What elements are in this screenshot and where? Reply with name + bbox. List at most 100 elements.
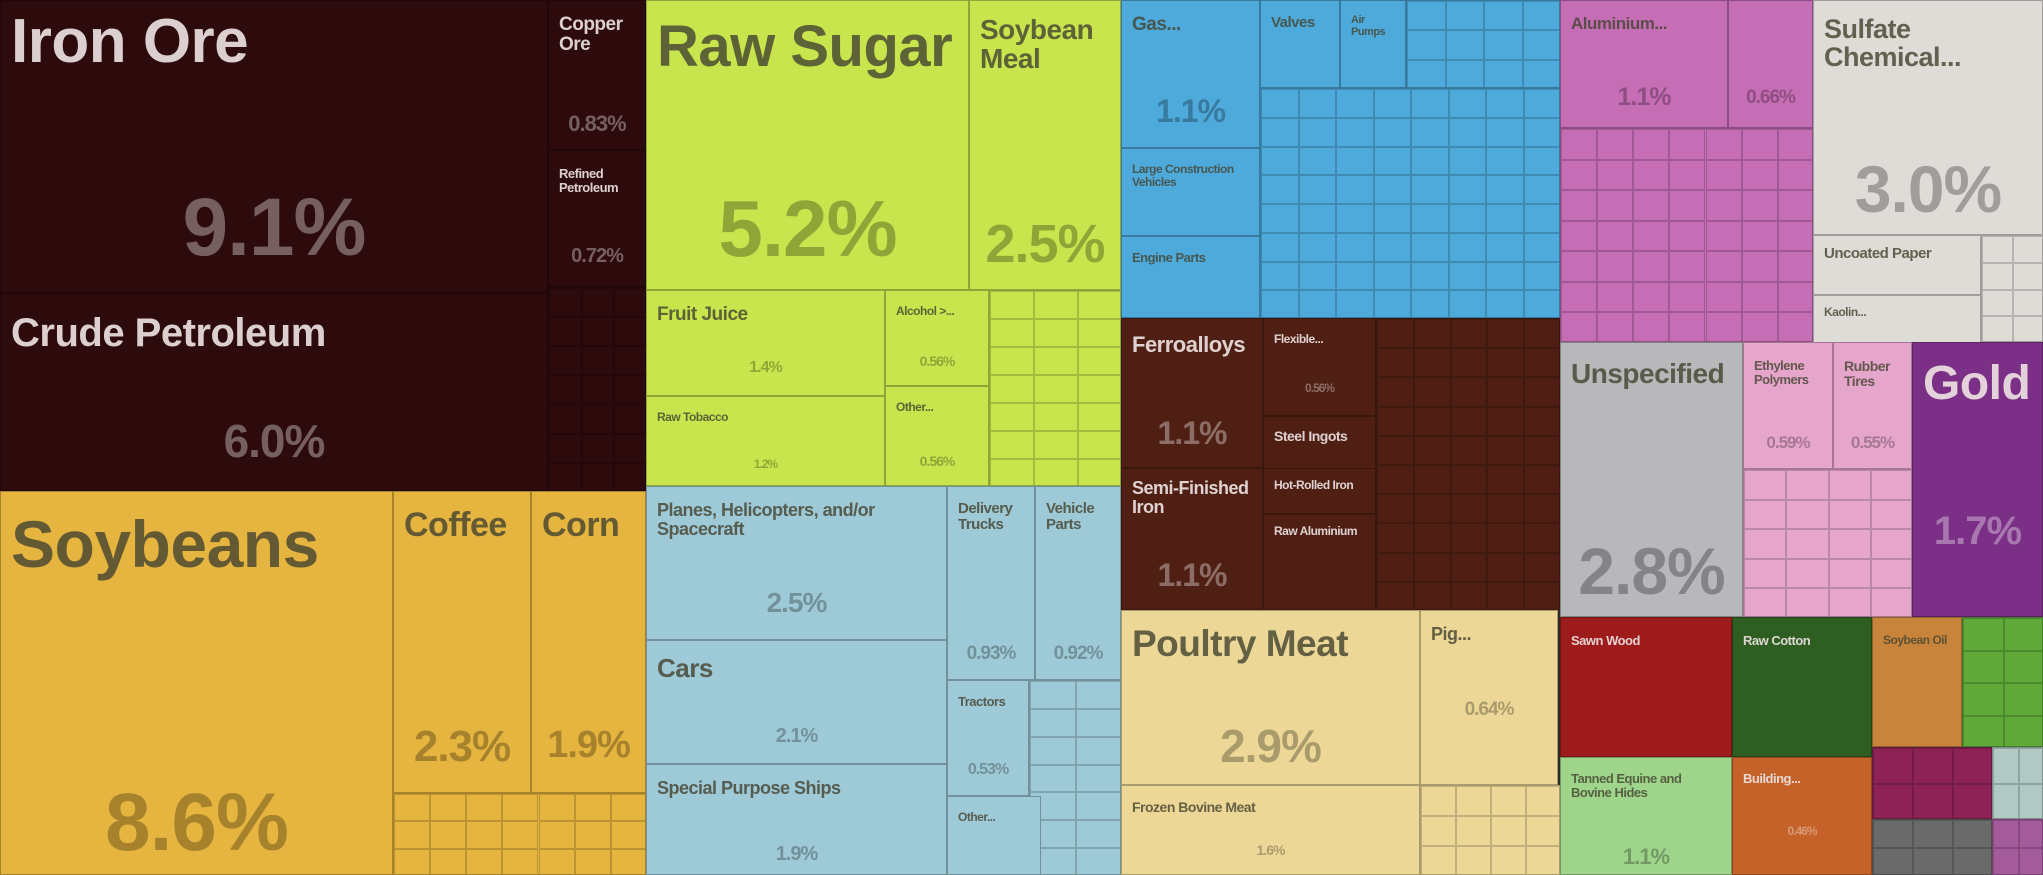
tile-building-47[interactable]: Building... 0.46% <box>1732 757 1872 875</box>
tile-vehicle-parts-15[interactable]: Vehicle Parts 0.92% <box>1035 486 1121 680</box>
tile-tanned-equine-and-bovine-hides-46[interactable]: Tanned Equine and Bovine Hides 1.1% <box>1560 757 1732 875</box>
filler-cell <box>1705 190 1742 221</box>
filler-cell <box>1523 204 1559 233</box>
tile-value: 2.3% <box>413 722 511 771</box>
tile-sawn-wood-43[interactable]: Sawn Wood <box>1560 617 1732 757</box>
filler-cell <box>1870 558 1911 589</box>
tile-coffee-5[interactable]: Coffee 2.3% <box>393 491 531 793</box>
tile-aluminium-34[interactable]: Aluminium... 1.1% <box>1560 0 1728 128</box>
tile-corn-6[interactable]: Corn 1.9% <box>531 491 646 793</box>
filler-cell <box>1524 581 1559 609</box>
tile-fruit-juice-9[interactable]: Fruit Juice 1.4% <box>646 290 885 396</box>
filler-cell <box>1377 435 1414 465</box>
tile-alcohol-10[interactable]: Alcohol >... 0.56% <box>885 290 989 386</box>
tile-rubber-tires-41[interactable]: Rubber Tires 0.55% <box>1833 342 1912 469</box>
filler-cell <box>610 848 645 874</box>
tile-raw-tobacco-11[interactable]: Raw Tobacco 1.2% <box>646 396 885 486</box>
tile-hot-rolled-iron-29[interactable]: Hot-Rolled Iron <box>1263 468 1376 514</box>
filler-cell <box>1336 232 1374 262</box>
tile-raw-sugar-7[interactable]: Raw Sugar 5.2% <box>646 0 969 290</box>
tile-engine-parts-24[interactable]: Engine Parts <box>1121 236 1260 318</box>
tile-cars-16[interactable]: Cars 2.1% <box>646 640 947 764</box>
filler-cell <box>1913 748 1953 784</box>
tile-label: Unspecified <box>1571 358 1725 389</box>
filler-cell <box>1487 319 1525 349</box>
tile-special-purpose-ships-18[interactable]: Special Purpose Ships 1.9% <box>646 764 947 875</box>
tile-tractors-17[interactable]: Tractors 0.53% <box>947 680 1029 796</box>
filler-cell <box>1982 236 2013 263</box>
filler-cell <box>1486 232 1524 262</box>
filler-cell <box>1523 89 1559 118</box>
filler-cell <box>1261 261 1299 291</box>
tile-unlabeled-35[interactable]: 0.66% <box>1728 0 1813 128</box>
tile-air-pumps-22[interactable]: Air Pumps <box>1340 0 1406 88</box>
tile-large-construction-vehicles-23[interactable]: Large Construction Vehicles <box>1121 148 1260 236</box>
tile-copper-ore-2[interactable]: Copper Ore 0.83% <box>548 0 646 150</box>
tile-unspecified-39[interactable]: Unspecified 2.8% <box>1560 342 1743 617</box>
tile-label: Soybeans <box>11 507 319 581</box>
tile-soybeans-4[interactable]: Soybeans 8.6% <box>0 491 393 875</box>
filler-cell <box>1336 146 1374 176</box>
tile-semi-finished-iron-28[interactable]: Semi-Finished Iron 1.1% <box>1121 468 1263 610</box>
tile-soybean-oil-45[interactable]: Soybean Oil <box>1872 617 1962 747</box>
filler-cell <box>1484 59 1523 87</box>
filler-cell <box>1744 588 1787 616</box>
filler-cell <box>394 848 431 874</box>
tile-frozen-bovine-meat-33[interactable]: Frozen Bovine Meat 1.6% <box>1121 785 1420 875</box>
filler-cell <box>1870 588 1911 616</box>
tile-kaolin-38[interactable]: Kaolin... <box>1813 295 1981 345</box>
filler-cell <box>1448 204 1486 233</box>
filler-cell <box>581 462 615 490</box>
tile-label: Soybean Meal <box>980 14 1094 75</box>
tile-delivery-trucks-14[interactable]: Delivery Trucks 0.93% <box>947 486 1035 680</box>
filler-cell <box>1413 552 1451 582</box>
filler-cell <box>1524 523 1559 553</box>
filler-cell <box>1491 816 1526 846</box>
tile-label: Sulfate Chemical... <box>1824 14 1962 73</box>
filler-cell <box>1524 406 1559 436</box>
tile-crude-petroleum-1[interactable]: Crude Petroleum 6.0% <box>0 293 548 491</box>
filler-cell <box>1413 377 1451 407</box>
filler-cell <box>1411 232 1449 262</box>
tile-value: 0.72% <box>571 245 624 267</box>
filler-cell <box>502 848 539 874</box>
tile-sulfate-chemical-36[interactable]: Sulfate Chemical... 3.0% <box>1813 0 2043 235</box>
tile-refined-petroleum-3[interactable]: Refined Petroleum 0.72% <box>548 150 646 287</box>
tile-label: Sawn Wood <box>1571 633 1640 648</box>
tile-value: 1.9% <box>547 724 631 766</box>
tile-label: Iron Ore <box>11 7 249 76</box>
filler-region-9 <box>1981 235 2043 342</box>
tile-valves-21[interactable]: Valves <box>1260 0 1340 88</box>
filler-cell <box>1963 683 2004 716</box>
tile-value: 0.56% <box>1304 381 1335 395</box>
filler-cell <box>1491 846 1526 874</box>
filler-cell <box>1076 764 1120 793</box>
filler-cell <box>1669 220 1706 252</box>
tile-gas-20[interactable]: Gas... 1.1% <box>1121 0 1260 148</box>
tile-other-19[interactable]: Other... <box>947 796 1041 875</box>
tile-uncoated-paper-37[interactable]: Uncoated Paper <box>1813 235 1981 295</box>
filler-cell <box>1953 748 1991 784</box>
tile-iron-ore-0[interactable]: Iron Ore 9.1% <box>0 0 548 293</box>
filler-cell <box>1336 117 1374 147</box>
tile-pig-32[interactable]: Pig... 0.64% <box>1420 610 1558 785</box>
filler-cell <box>1413 348 1451 378</box>
tile-gold-42[interactable]: Gold 1.7% <box>1912 342 2043 617</box>
filler-cell <box>1523 290 1559 317</box>
filler-cell <box>1448 261 1486 291</box>
filler-cell <box>1373 175 1411 205</box>
tile-planes-helicopters-and-or-spacecraft-13[interactable]: Planes, Helicopters, and/or Spacecraft 2.… <box>646 486 947 640</box>
tile-flexible-26[interactable]: Flexible... 0.56% <box>1263 318 1376 416</box>
filler-cell <box>1741 312 1778 341</box>
filler-cell <box>1705 281 1742 313</box>
filler-cell <box>610 821 645 849</box>
tile-label: Cars <box>657 653 713 683</box>
tile-poultry-meat-31[interactable]: Poultry Meat 2.9% <box>1121 610 1420 785</box>
filler-cell <box>1777 251 1812 282</box>
tile-raw-aluminium-30[interactable]: Raw Aluminium <box>1263 514 1376 610</box>
tile-raw-cotton-44[interactable]: Raw Cotton <box>1732 617 1872 757</box>
tile-ferroalloys-25[interactable]: Ferroalloys 1.1% <box>1121 318 1263 468</box>
tile-ethylene-polymers-40[interactable]: Ethylene Polymers 0.59% <box>1743 342 1833 469</box>
tile-soybean-meal-8[interactable]: Soybean Meal 2.5% <box>969 0 1121 290</box>
tile-other-12[interactable]: Other... 0.56% <box>885 386 989 486</box>
